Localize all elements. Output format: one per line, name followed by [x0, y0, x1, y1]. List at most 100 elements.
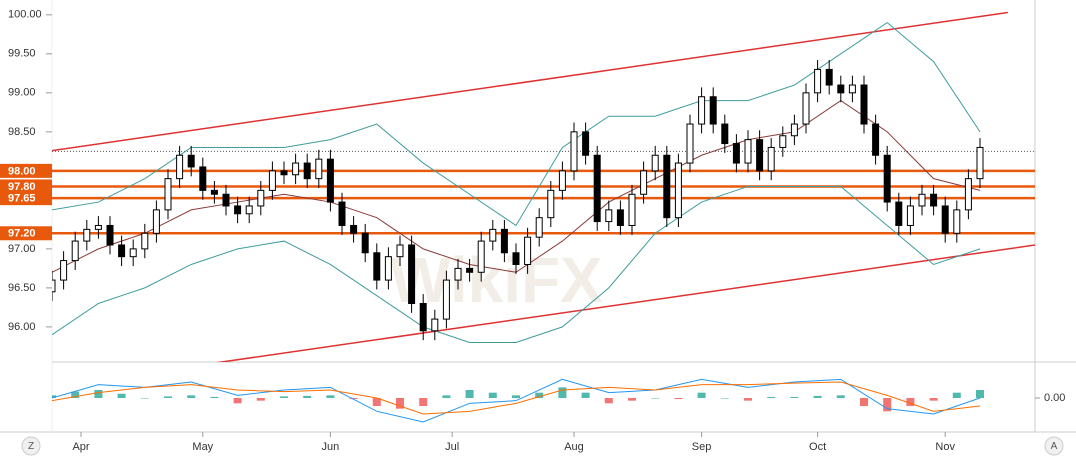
- candle-body: [176, 154, 184, 180]
- candle-body: [906, 205, 914, 226]
- x-tick-label: Jun: [322, 441, 340, 453]
- histogram-bar: [744, 398, 752, 401]
- histogram-bar: [396, 398, 404, 409]
- button-bg[interactable]: [1044, 436, 1064, 456]
- candle-body: [396, 244, 404, 258]
- candle-body: [315, 158, 323, 180]
- candle-body: [593, 154, 601, 223]
- candle-body: [361, 232, 369, 254]
- candle-body: [141, 232, 149, 250]
- candle-body: [663, 154, 671, 219]
- histogram-bar: [71, 391, 80, 398]
- x-tick-label: Aug: [564, 441, 584, 453]
- y-tick-label: 96.50: [8, 282, 36, 294]
- y-tick-label: 100.00: [8, 9, 42, 21]
- candle-body: [524, 236, 532, 265]
- histogram-bar: [651, 398, 660, 399]
- band-upper: [52, 21, 981, 227]
- histogram-bar: [929, 398, 938, 401]
- candle-body: [767, 146, 775, 172]
- candle-body: [941, 205, 949, 234]
- candle-body: [964, 178, 972, 211]
- candle-body: [350, 224, 358, 234]
- button-label[interactable]: A: [1051, 441, 1058, 452]
- candle-body: [744, 139, 752, 164]
- histogram-bar: [210, 396, 219, 398]
- histogram-bar: [976, 390, 984, 398]
- candle-body: [419, 302, 427, 332]
- candle-body: [152, 209, 160, 234]
- histogram-bar: [512, 395, 520, 398]
- candle-body: [118, 244, 126, 258]
- x-tick-label: Oct: [809, 441, 826, 453]
- y-tick-label: 99.50: [8, 48, 36, 60]
- candle-body: [129, 248, 137, 258]
- candle-body: [431, 318, 439, 332]
- candle-body: [500, 228, 508, 254]
- histogram-bar: [628, 398, 636, 401]
- histogram-bar: [442, 395, 451, 398]
- candle-body: [245, 205, 253, 215]
- candle-body: [268, 170, 276, 191]
- candle-body: [698, 96, 706, 125]
- histogram-bar: [187, 395, 196, 398]
- histogram-bar: [140, 398, 149, 399]
- histogram-bar: [280, 396, 288, 398]
- candle-body: [408, 244, 416, 304]
- candle-body: [280, 170, 288, 176]
- candle-body: [686, 123, 694, 164]
- candle-body: [558, 170, 566, 191]
- candle-body: [222, 193, 230, 207]
- candle-body: [60, 260, 68, 281]
- histogram-bar: [372, 398, 381, 406]
- histogram-bar: [581, 392, 590, 398]
- candle-body: [83, 228, 91, 242]
- histogram-bar: [860, 398, 868, 406]
- y-tick-label: 99.00: [8, 87, 36, 99]
- candle-body: [373, 252, 381, 281]
- candle-body: [802, 92, 810, 125]
- candle-body: [547, 189, 555, 219]
- histogram-bar: [906, 398, 915, 406]
- candle-body: [454, 267, 462, 281]
- x-tick-label: May: [192, 441, 213, 453]
- button-z[interactable]: Z: [21, 436, 41, 456]
- level-label: 97.65: [8, 193, 36, 205]
- candle-body: [512, 252, 520, 265]
- histogram-bar: [952, 392, 961, 398]
- candle-body: [477, 240, 485, 273]
- candle-body: [976, 146, 984, 180]
- candle-body: [674, 162, 682, 219]
- x-tick-label: Sep: [692, 441, 712, 453]
- histogram-bar: [674, 398, 683, 400]
- candle-body: [895, 201, 903, 226]
- plot: [52, 11, 1035, 362]
- level-label: 98.00: [8, 165, 36, 177]
- level-label: 97.80: [8, 181, 36, 193]
- candle-body: [732, 143, 740, 164]
- band-lower: [52, 185, 981, 343]
- histogram-bar: [558, 387, 567, 398]
- button-a[interactable]: A: [1044, 436, 1064, 456]
- candle-body: [756, 139, 764, 172]
- histogram-bar: [349, 398, 358, 400]
- histogram-bar: [604, 398, 613, 404]
- candle-body: [71, 240, 79, 262]
- histogram-bar: [256, 398, 265, 401]
- candle-body: [292, 162, 300, 176]
- histogram-bar: [117, 393, 126, 398]
- histogram-bar: [883, 398, 892, 412]
- button-bg[interactable]: [21, 436, 41, 456]
- candle-body: [489, 228, 497, 242]
- candle-body: [872, 123, 880, 156]
- histogram-bar: [720, 398, 729, 399]
- candle-body: [326, 158, 334, 203]
- button-label[interactable]: Z: [28, 441, 34, 452]
- x-tick-label: Apr: [72, 441, 89, 453]
- x-tick-label: Nov: [935, 441, 955, 453]
- candle-body: [187, 154, 195, 168]
- histogram-bar: [419, 398, 428, 406]
- candle-body: [605, 209, 613, 223]
- candle-body: [106, 224, 114, 246]
- candle-body: [616, 209, 624, 226]
